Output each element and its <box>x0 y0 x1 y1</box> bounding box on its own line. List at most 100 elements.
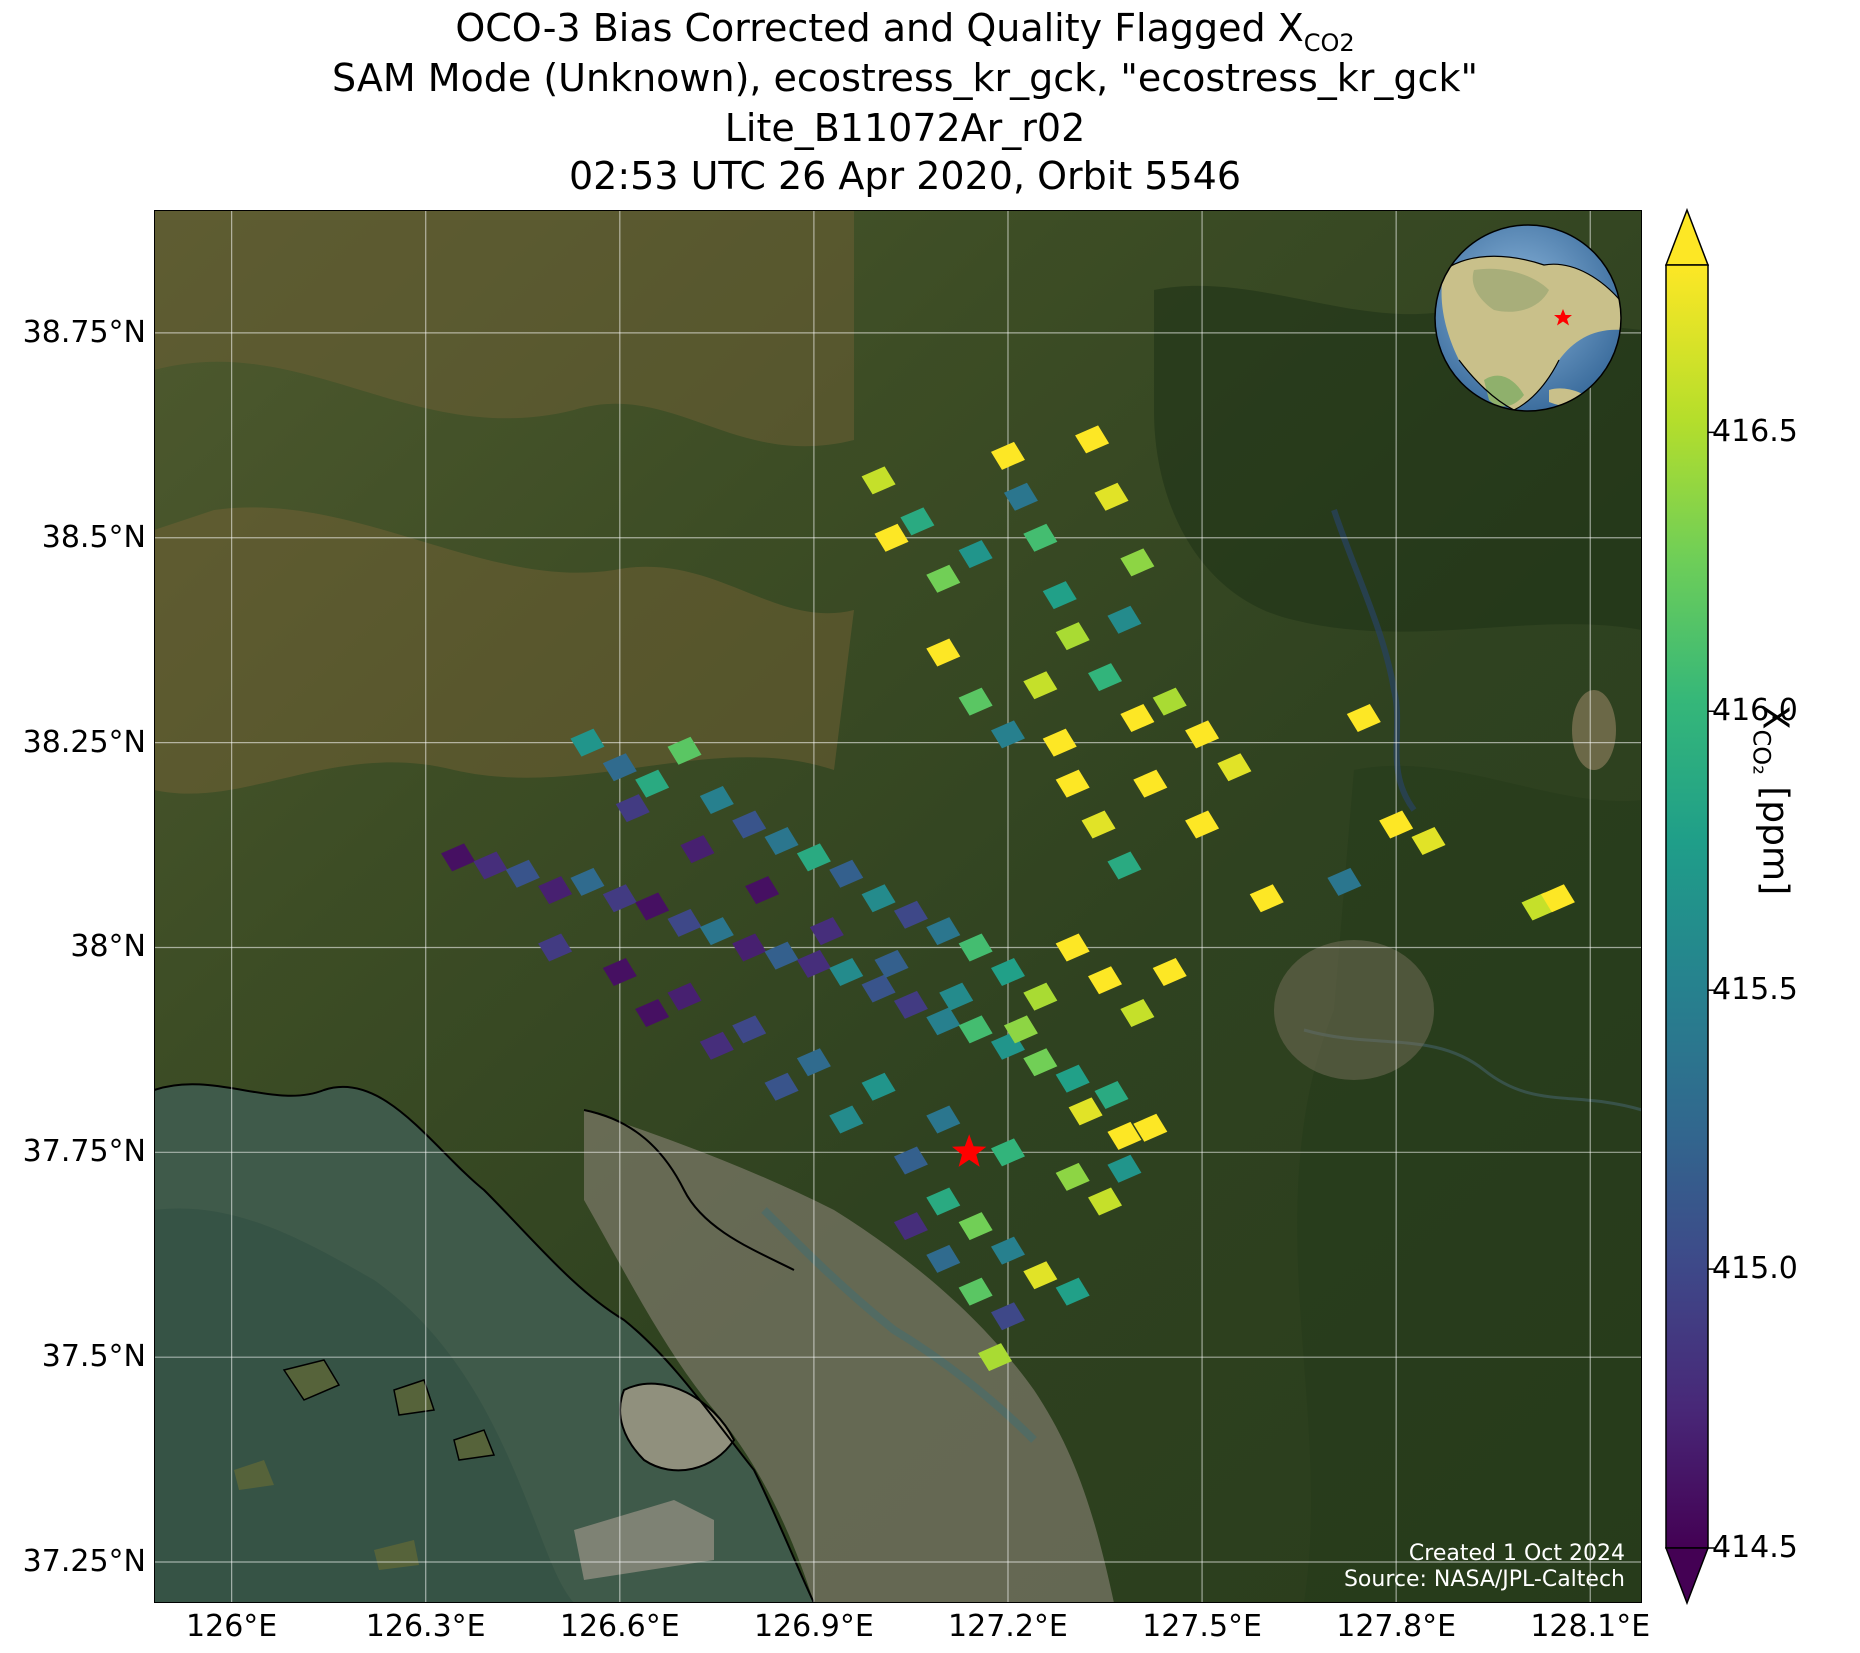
xco2-footprint <box>1055 1277 1090 1306</box>
xco2-footprint <box>829 1105 864 1134</box>
xco2-footprint <box>602 884 637 913</box>
xco2-footprint <box>990 1302 1025 1331</box>
xco2-footprint <box>829 958 864 987</box>
xco2-footprint <box>1088 966 1123 995</box>
satellite-basemap <box>154 210 1642 1603</box>
xco2-footprint <box>900 507 935 536</box>
xco2-footprint <box>1088 1187 1123 1216</box>
xco2-footprint <box>1023 523 1058 552</box>
xco2-footprint <box>764 826 799 855</box>
xco2-footprint <box>1120 548 1155 577</box>
xco2-footprint <box>1107 1154 1142 1183</box>
xco2-footprint <box>1055 933 1090 962</box>
colorbar-tick-label: 416.0 <box>1712 693 1798 729</box>
xco2-footprint <box>1133 769 1168 798</box>
longitude-tick-label: 127.2°E <box>948 1609 1068 1644</box>
globe-inset[interactable] <box>1434 224 1624 412</box>
created-credit: Created 1 Oct 2024 <box>1408 1541 1625 1566</box>
latitude-tick-label: 38.75°N <box>22 314 146 350</box>
latitude-tick-label: 37.5°N <box>41 1339 146 1375</box>
xco2-footprint <box>926 638 961 667</box>
map-panel[interactable] <box>154 210 1642 1603</box>
longitude-tick-label: 127.5°E <box>1142 1609 1262 1644</box>
latitude-tick-label: 37.25°N <box>22 1544 146 1580</box>
xco2-footprint <box>1023 671 1058 700</box>
xco2-footprint <box>978 1343 1013 1372</box>
colorbar-tick-label: 415.0 <box>1712 1251 1798 1287</box>
xco2-footprint <box>635 769 670 798</box>
latitude-tick-label: 37.75°N <box>22 1134 146 1170</box>
xco2-footprint <box>958 540 993 569</box>
xco2-footprint <box>1185 810 1220 839</box>
xco2-footprint <box>667 982 702 1011</box>
xco2-footprint <box>874 523 909 552</box>
xco2-footprint <box>990 958 1025 987</box>
colorbar-title: XCO₂ [ppm] <box>1748 704 1796 895</box>
title-line-3: Lite_B11072Ar_r02 <box>724 106 1086 150</box>
xco2-footprint <box>538 933 573 962</box>
colorbar-tick-label: 416.5 <box>1712 414 1798 450</box>
xco2-footprint <box>926 917 961 946</box>
xco2-footprint <box>958 933 993 962</box>
xco2-footprint <box>1068 1097 1103 1126</box>
xco2-footprint <box>1075 425 1110 454</box>
source-credit: Source: NASA/JPL-Caltech <box>1343 1567 1625 1592</box>
xco2-footprint <box>893 1146 928 1175</box>
xco2-footprint <box>1003 482 1038 511</box>
xco2-footprint <box>1055 1064 1090 1093</box>
xco2-soundings <box>441 425 1575 1372</box>
title-prefix: OCO-3 Bias Corrected and Quality Flagged… <box>455 6 1304 50</box>
xco2-footprint <box>732 1015 767 1044</box>
xco2-footprint <box>1055 1162 1090 1191</box>
xco2-footprint <box>1107 605 1142 634</box>
xco2-footprint <box>990 1236 1025 1265</box>
xco2-footprint <box>893 990 928 1019</box>
xco2-footprint <box>1185 720 1220 749</box>
xco2-footprint <box>990 441 1025 470</box>
colorbar-extend-max <box>1664 207 1710 266</box>
xco2-footprint <box>667 736 702 765</box>
xco2-footprint <box>473 851 508 880</box>
xco2-footprint <box>1023 1261 1058 1290</box>
xco2-footprint <box>796 949 831 978</box>
xco2-footprint <box>1042 728 1077 757</box>
xco2-footprint <box>861 884 896 913</box>
xco2-footprint <box>1003 1015 1038 1044</box>
xco2-footprint <box>1120 704 1155 733</box>
xco2-footprint <box>926 1187 961 1216</box>
xco2-footprint <box>926 1244 961 1273</box>
xco2-footprint <box>939 982 974 1011</box>
xco2-footprint <box>893 1212 928 1241</box>
xco2-footprint <box>861 466 896 495</box>
longitude-tick-label: 126.9°E <box>753 1609 874 1644</box>
xco2-footprint <box>1152 958 1187 987</box>
colorbar-title-subscript: CO₂ <box>1747 729 1776 775</box>
colorbar-extend-min <box>1664 1547 1710 1606</box>
xco2-footprint <box>538 876 573 905</box>
latitude-tick-label: 38°N <box>70 929 146 965</box>
target-star-marker <box>952 1134 987 1167</box>
xco2-footprint <box>699 1031 734 1060</box>
longitude-tick-label: 126.3°E <box>365 1609 486 1644</box>
title-line-2: SAM Mode (Unknown), ecostress_kr_gck, "e… <box>332 56 1478 100</box>
colorbar-title-prefix: X <box>1754 704 1796 730</box>
xco2-footprint <box>1094 1080 1129 1109</box>
title-line-1: OCO-3 Bias Corrected and Quality Flagged… <box>0 6 1810 57</box>
xco2-footprint <box>570 867 605 896</box>
latitude-tick-label: 38.25°N <box>22 724 146 760</box>
xco2-footprint <box>1346 704 1381 733</box>
xco2-footprint <box>809 917 844 946</box>
xco2-footprint <box>505 859 540 888</box>
longitude-tick-label: 127.8°E <box>1336 1609 1457 1644</box>
xco2-footprint <box>926 1105 961 1134</box>
xco2-footprint <box>1411 826 1446 855</box>
xco2-footprint <box>441 843 476 872</box>
xco2-footprint <box>1217 753 1252 782</box>
xco2-footprint <box>602 958 637 987</box>
xco2-footprint <box>990 1138 1025 1167</box>
xco2-footprint <box>861 1072 896 1101</box>
globe-target-star <box>1554 309 1572 326</box>
longitude-tick-label: 126°E <box>186 1609 278 1644</box>
title-subscript: CO2 <box>1303 29 1355 57</box>
xco2-footprint <box>699 917 734 946</box>
